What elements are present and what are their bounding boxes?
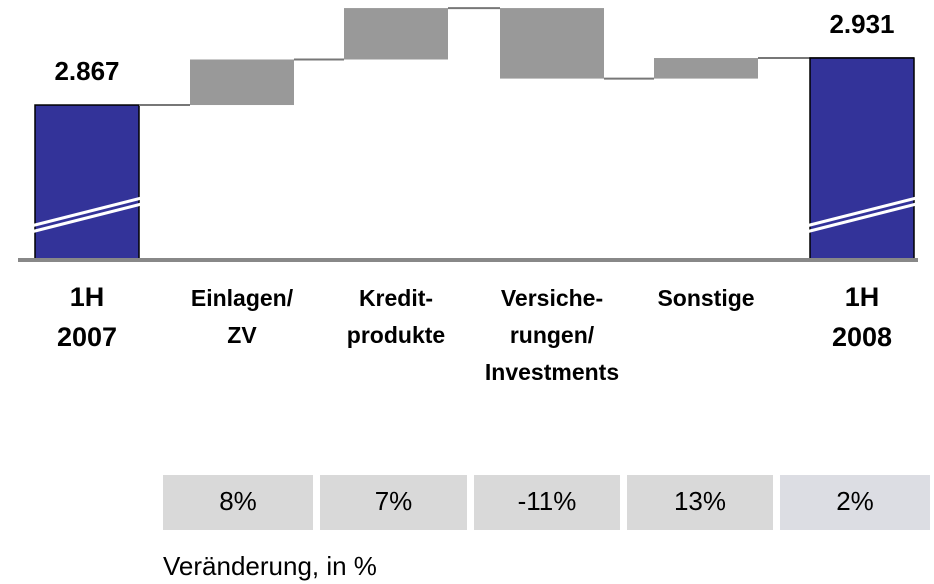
total-bar xyxy=(34,104,140,261)
value-label: 2.867 xyxy=(54,56,119,86)
delta-bar xyxy=(654,58,758,79)
category-label: 1H 2008 xyxy=(832,282,892,352)
value-label: 2.931 xyxy=(829,9,894,39)
axis-break xyxy=(805,191,934,228)
change-value: 13% xyxy=(674,486,726,516)
axis-break xyxy=(30,189,170,228)
change-value: 8% xyxy=(219,486,257,516)
category-label: Versiche-rungen/Investments xyxy=(485,285,619,385)
total-bar xyxy=(809,57,915,261)
change-value: -11% xyxy=(518,486,577,516)
category-label: Sonstige xyxy=(657,285,754,311)
change-cell xyxy=(320,475,467,530)
change-cell xyxy=(627,475,773,530)
delta-bar xyxy=(190,59,294,106)
change-cell xyxy=(163,475,313,530)
changes-label: Veränderung, in % xyxy=(163,551,377,581)
delta-bar xyxy=(344,8,448,60)
category-label: Einlagen/ZV xyxy=(191,285,294,348)
change-cell xyxy=(780,475,930,530)
category-label: 1H 2007 xyxy=(57,282,117,352)
change-value: 2% xyxy=(836,486,874,516)
axis-break xyxy=(805,197,934,234)
category-label: Kredit-produkte xyxy=(347,285,445,348)
axis-break xyxy=(30,195,170,234)
change-cell xyxy=(474,475,620,530)
change-value: 7% xyxy=(375,486,413,516)
delta-bar xyxy=(500,8,604,79)
